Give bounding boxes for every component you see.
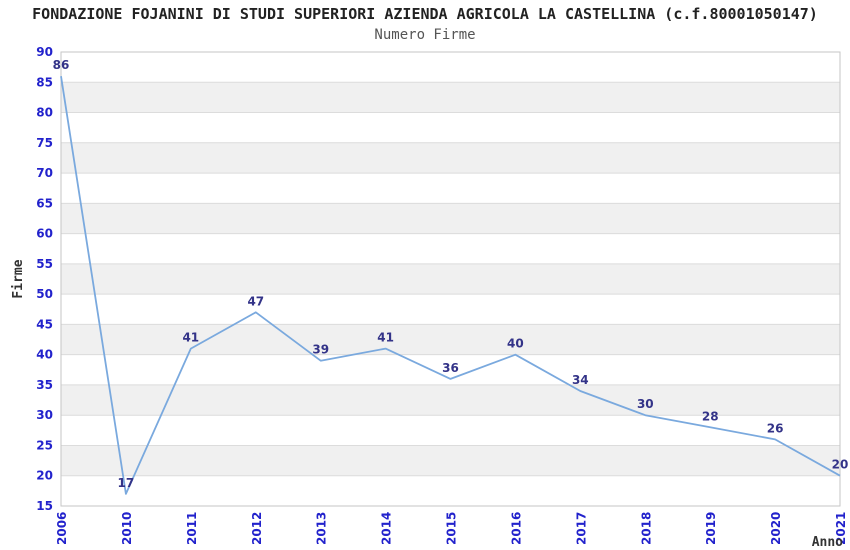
x-tick-label: 2010 <box>120 512 134 545</box>
grid-band <box>61 445 840 476</box>
y-tick-label: 45 <box>36 317 53 331</box>
grid-band <box>61 384 840 416</box>
grid-band <box>61 263 840 295</box>
y-tick-label: 65 <box>36 196 53 210</box>
grid-band <box>61 203 840 234</box>
x-tick-label: 2012 <box>250 512 264 545</box>
data-point-label: 41 <box>377 331 394 345</box>
chart-title: FONDAZIONE FOJANINI DI STUDI SUPERIORI A… <box>32 5 818 23</box>
x-tick-label: 2014 <box>380 512 394 545</box>
grid-band <box>61 82 840 113</box>
y-tick-label: 35 <box>36 378 53 392</box>
y-tick-label: 85 <box>36 75 53 89</box>
data-point-label: 86 <box>53 58 70 72</box>
data-point-label: 26 <box>767 421 784 435</box>
data-point-label: 20 <box>832 458 849 472</box>
grid-band <box>61 142 840 174</box>
x-tick-label: 2020 <box>769 512 783 545</box>
x-tick-label: 2019 <box>704 512 718 545</box>
y-tick-label: 25 <box>36 439 53 453</box>
y-tick-label: 50 <box>36 287 53 301</box>
y-tick-label: 20 <box>36 469 53 483</box>
data-point-label: 28 <box>702 409 719 423</box>
x-tick-label: 2006 <box>55 512 69 545</box>
chart-subtitle: Numero Firme <box>374 27 476 43</box>
y-tick-label: 90 <box>36 45 53 59</box>
series-line <box>60 76 841 495</box>
y-tick-label: 80 <box>36 106 53 120</box>
grid-band <box>61 324 840 355</box>
x-tick-label: 2013 <box>315 512 329 545</box>
y-tick-label: 70 <box>36 166 53 180</box>
data-point-label: 40 <box>507 337 524 351</box>
y-tick-label: 30 <box>36 408 53 422</box>
data-point-label: 36 <box>442 361 459 375</box>
data-point-label: 41 <box>182 331 199 345</box>
data-point-label: 39 <box>312 343 329 357</box>
data-point-label: 17 <box>118 476 135 490</box>
x-tick-label: 2015 <box>445 512 459 545</box>
data-point-label: 30 <box>637 397 654 411</box>
y-axis-title: Firme <box>11 259 26 298</box>
x-tick-label: 2018 <box>639 512 653 545</box>
y-tick-label: 60 <box>36 227 53 241</box>
y-tick-label: 40 <box>36 348 53 362</box>
x-tick-label: 2021 <box>834 512 848 545</box>
y-tick-label: 15 <box>36 499 53 513</box>
x-axis-title: Anno <box>812 535 843 550</box>
y-tick-label: 75 <box>36 136 53 150</box>
plot-border <box>60 51 841 507</box>
x-tick-label: 2017 <box>574 512 588 545</box>
y-tick-label: 55 <box>36 257 53 271</box>
x-tick-label: 2016 <box>509 512 523 545</box>
data-point-label: 34 <box>572 373 589 387</box>
x-tick-label: 2011 <box>185 512 199 545</box>
data-point-label: 47 <box>247 294 264 308</box>
